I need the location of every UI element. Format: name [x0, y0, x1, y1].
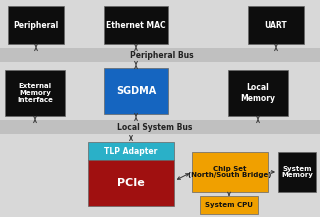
Text: Peripheral Bus: Peripheral Bus: [130, 51, 194, 59]
Text: Peripheral: Peripheral: [13, 20, 59, 30]
Bar: [192, 152, 268, 192]
Text: TLP Adapter: TLP Adapter: [104, 146, 158, 156]
Text: SGDMA: SGDMA: [116, 86, 156, 96]
Bar: [248, 6, 304, 44]
Bar: [88, 160, 174, 206]
Bar: [228, 70, 288, 116]
Text: UART: UART: [265, 20, 287, 30]
Bar: [0, 48, 320, 62]
Text: External
Memory
Interface: External Memory Interface: [17, 83, 53, 103]
Text: Local System Bus: Local System Bus: [117, 123, 193, 132]
Bar: [88, 142, 174, 160]
Text: System CPU: System CPU: [205, 202, 253, 208]
Bar: [5, 70, 65, 116]
Text: PCIe: PCIe: [117, 178, 145, 188]
Bar: [278, 152, 316, 192]
Bar: [104, 6, 168, 44]
Bar: [200, 196, 258, 214]
Text: System
Memory: System Memory: [281, 166, 313, 179]
Text: Local
Memory: Local Memory: [241, 83, 276, 103]
Bar: [8, 6, 64, 44]
Bar: [104, 68, 168, 114]
Text: Ethernet MAC: Ethernet MAC: [106, 20, 166, 30]
Text: Chip Set
(North/South Bridge): Chip Set (North/South Bridge): [188, 166, 272, 179]
Bar: [0, 120, 320, 134]
